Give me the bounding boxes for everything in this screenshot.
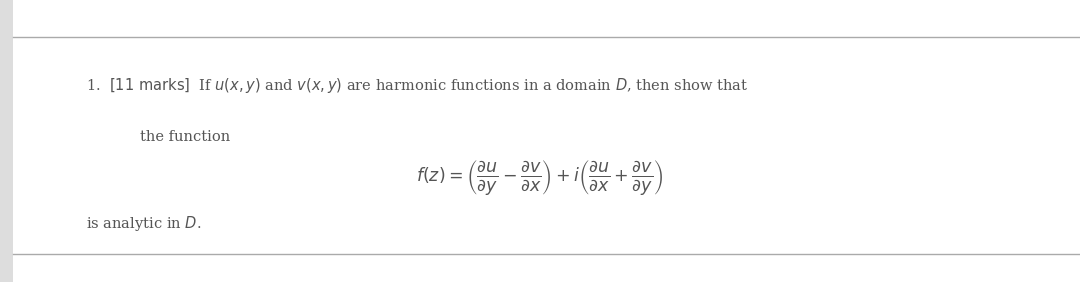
Text: $f(z) = \left(\dfrac{\partial u}{\partial y} - \dfrac{\partial v}{\partial x}\ri: $f(z) = \left(\dfrac{\partial u}{\partia… [417,158,663,197]
Text: 1.  $\mathsf{[11\ marks]}$  If $u(x, y)$ and $v(x, y)$ are harmonic functions in: 1. $\mathsf{[11\ marks]}$ If $u(x, y)$ a… [86,76,748,95]
Bar [0,0,13,282]
Text: the function: the function [140,130,231,144]
Text: is analytic in $D$.: is analytic in $D$. [86,214,202,233]
